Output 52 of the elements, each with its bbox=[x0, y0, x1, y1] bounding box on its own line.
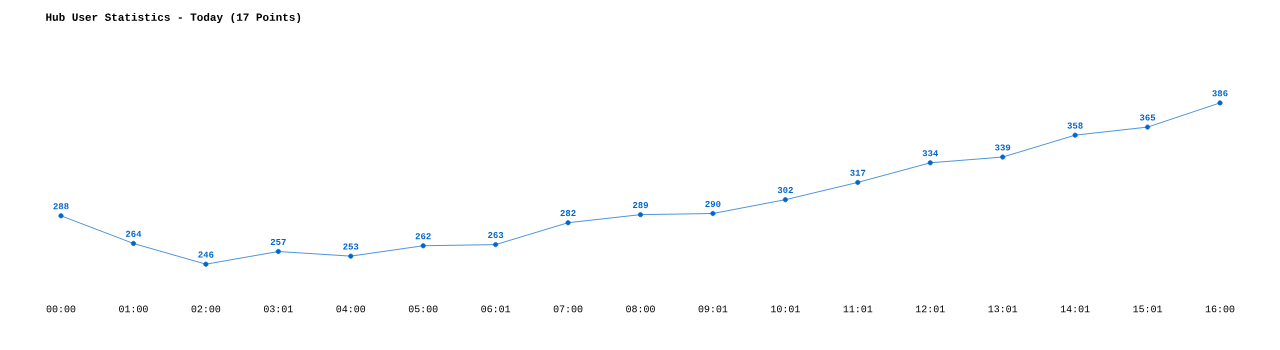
point bbox=[855, 179, 861, 185]
data-label: 262 bbox=[415, 233, 431, 240]
x-tick-label: 09:01 bbox=[698, 305, 728, 313]
x-tick-label: 07:00 bbox=[553, 305, 583, 313]
x-tick-label: 06:01 bbox=[481, 305, 511, 313]
data-label: 264 bbox=[125, 230, 142, 237]
point bbox=[130, 240, 136, 246]
x-tick-label: 16:00 bbox=[1205, 305, 1235, 313]
data-label: 290 bbox=[705, 200, 721, 207]
data-label: 317 bbox=[850, 169, 866, 176]
data-label: 289 bbox=[632, 202, 649, 209]
data-label: 302 bbox=[777, 187, 793, 194]
data-label: 263 bbox=[488, 231, 504, 239]
point bbox=[637, 212, 644, 218]
x-tick-label: 14:01 bbox=[1060, 305, 1090, 313]
x-tick-label: 05:00 bbox=[408, 305, 438, 313]
point bbox=[1217, 100, 1223, 106]
data-label: 288 bbox=[53, 203, 69, 210]
data-label: 339 bbox=[995, 144, 1011, 151]
x-tick-label: 11:01 bbox=[843, 305, 873, 313]
x-tick-label: 15:01 bbox=[1133, 305, 1163, 313]
x-tick-label: 10:01 bbox=[771, 305, 800, 313]
x-tick-label: 01:00 bbox=[119, 305, 148, 313]
data-label: 365 bbox=[1139, 114, 1156, 121]
point bbox=[1072, 132, 1078, 138]
x-tick-label: 04:00 bbox=[336, 305, 366, 313]
data-label: 282 bbox=[560, 210, 576, 217]
point bbox=[927, 160, 933, 166]
point bbox=[203, 261, 209, 267]
x-tick-label: 12:01 bbox=[916, 305, 945, 313]
point bbox=[275, 248, 281, 255]
point bbox=[565, 220, 571, 226]
point bbox=[782, 197, 788, 203]
point bbox=[348, 253, 354, 259]
data-label: 246 bbox=[198, 251, 214, 258]
data-label: 358 bbox=[1067, 122, 1083, 129]
x-tick-label: 02:00 bbox=[191, 305, 221, 313]
x-tick-label: 00:00 bbox=[46, 305, 76, 313]
data-label: 334 bbox=[922, 150, 939, 157]
x-tick-label: 03:01 bbox=[263, 305, 293, 313]
x-tick-label: 08:00 bbox=[626, 305, 655, 313]
point bbox=[58, 213, 64, 219]
data-label: 257 bbox=[270, 238, 286, 246]
point bbox=[493, 242, 499, 248]
point bbox=[710, 210, 716, 217]
chart-title: Hub User Statistics - Today (17 Points) bbox=[46, 12, 301, 24]
data-label: 253 bbox=[343, 243, 359, 250]
point bbox=[1000, 154, 1006, 160]
data-label: 386 bbox=[1212, 90, 1228, 97]
x-tick-label: 13:01 bbox=[988, 305, 1018, 313]
point bbox=[420, 243, 426, 249]
point bbox=[1145, 124, 1151, 130]
